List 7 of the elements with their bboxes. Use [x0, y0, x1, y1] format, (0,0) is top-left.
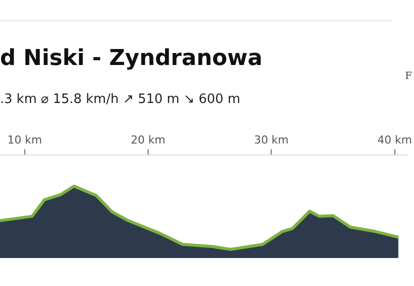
chart-title: d Niski - Zyndranowa: [0, 46, 262, 71]
x-tick-label: 10 km: [7, 133, 42, 146]
chart-subtitle: .3 km ⌀ 15.8 km/h ↗ 510 m ↘ 600 m: [0, 92, 240, 107]
x-tick-label: 20 km: [130, 133, 166, 146]
text: F: [405, 71, 412, 82]
x-tick-label: 40 km: [377, 133, 412, 146]
x-tick-label: 30 km: [254, 133, 289, 146]
